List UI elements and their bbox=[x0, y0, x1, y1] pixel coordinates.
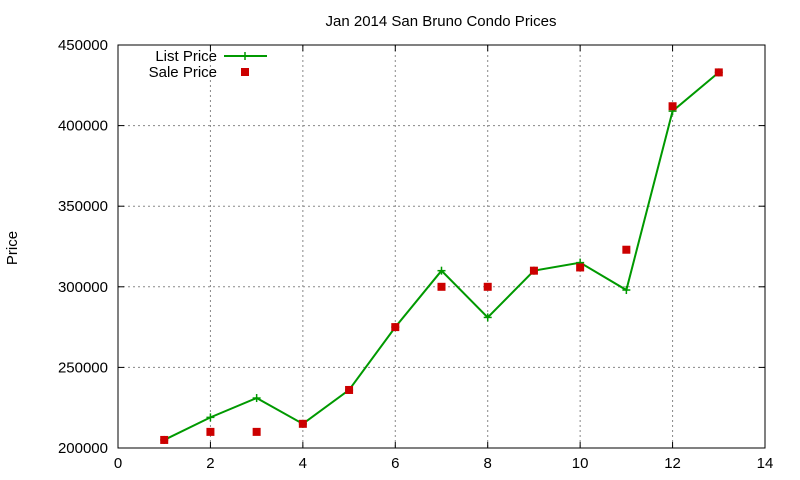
series-1 bbox=[160, 68, 723, 444]
legend-label: List Price bbox=[155, 48, 217, 65]
sale-price-point bbox=[252, 427, 261, 436]
sale-price-point bbox=[160, 435, 169, 444]
sale-price-point bbox=[622, 245, 631, 254]
x-tick-label: 0 bbox=[114, 455, 122, 472]
list-price-point bbox=[622, 286, 631, 295]
sale-price-point bbox=[483, 282, 492, 291]
list-price-point bbox=[206, 413, 215, 422]
sale-price-point bbox=[206, 427, 215, 436]
legend-swatch-square bbox=[241, 68, 249, 76]
sale-price-point bbox=[437, 282, 446, 291]
x-tick-label: 8 bbox=[484, 455, 492, 472]
series bbox=[160, 68, 723, 444]
plot-frame bbox=[117, 44, 766, 449]
sale-price-point bbox=[668, 102, 677, 111]
grid bbox=[118, 45, 765, 448]
x-tick-label: 4 bbox=[299, 455, 307, 472]
x-tick-label: 6 bbox=[391, 455, 399, 472]
sale-price-point bbox=[391, 323, 400, 332]
y-tick-label: 200000 bbox=[58, 440, 108, 457]
x-tick-label: 14 bbox=[757, 455, 774, 472]
y-tick-label: 250000 bbox=[58, 359, 108, 376]
chart-title: Jan 2014 San Bruno Condo Prices bbox=[326, 13, 557, 30]
list-price-point bbox=[483, 313, 492, 322]
sale-price-point bbox=[576, 263, 585, 272]
list-price-point bbox=[252, 394, 261, 403]
list-price-point bbox=[437, 266, 446, 275]
x-tick-label: 12 bbox=[664, 455, 681, 472]
y-tick-label: 450000 bbox=[58, 37, 108, 54]
y-axis-label: Price bbox=[4, 231, 21, 265]
x-tick-label: 10 bbox=[572, 455, 589, 472]
y-tick-label: 300000 bbox=[58, 279, 108, 296]
sale-price-point bbox=[345, 385, 354, 394]
list-price-line bbox=[163, 71, 720, 441]
sale-price-point bbox=[298, 419, 307, 428]
x-tick-label: 2 bbox=[206, 455, 214, 472]
sale-price-point bbox=[529, 266, 538, 275]
y-tick-label: 400000 bbox=[58, 118, 108, 135]
series-0 bbox=[160, 68, 723, 444]
legend-swatch-plus bbox=[241, 52, 249, 60]
axis-ticks: 0 2 4 6 8 10 12 14 200000 250000 300000 350000 40000… bbox=[58, 37, 773, 472]
sale-price-point bbox=[714, 68, 723, 77]
legend-label: Sale Price bbox=[149, 64, 217, 81]
y-tick-label: 350000 bbox=[58, 198, 108, 215]
